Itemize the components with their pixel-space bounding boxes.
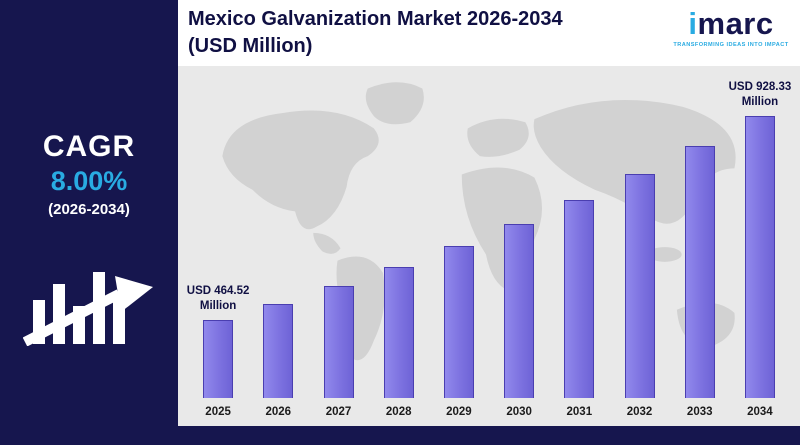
bar-2033 — [684, 146, 715, 398]
growth-chart-icon — [0, 240, 178, 351]
x-tick-2030: 2030 — [506, 406, 532, 418]
imarc-logo-tagline: TRANSFORMING IDEAS INTO IMPACT — [673, 42, 789, 48]
x-tick-2032: 2032 — [626, 406, 653, 418]
imarc-logo-i: i — [688, 6, 698, 41]
cagr-period: (2026-2034) — [48, 201, 130, 218]
bar-slot-2025: 2025 USD 464.52 Million — [186, 66, 250, 420]
chart-title-line2: (USD Million) — [188, 35, 313, 57]
x-tick-2031: 2031 — [566, 406, 593, 418]
footer-bar — [178, 426, 800, 445]
x-tick-2025: 2025 — [205, 406, 231, 418]
chart-title: Mexico Galvanization Market 2026-2034 (U… — [188, 6, 658, 60]
x-tick-2029: 2029 — [446, 406, 472, 418]
plot-area: 2025 USD 464.52 Million 2026 2027 2028 2029 203… — [178, 66, 800, 426]
x-tick-2027: 2027 — [325, 406, 352, 418]
bar-slot-2028: 2028 — [369, 66, 429, 420]
bars: 2025 USD 464.52 Million 2026 2027 2028 2029 203… — [186, 66, 792, 420]
chart-title-line1: Mexico Galvanization Market 2026-2034 — [188, 8, 563, 30]
imarc-logo-wordmark: imarc — [670, 8, 792, 39]
bar-2029 — [443, 246, 474, 398]
value-label-2034: USD 928.33 Million — [728, 81, 792, 109]
bar-2030 — [504, 224, 535, 398]
sidebar: CAGR 8.00% (2026-2034) — [0, 0, 178, 445]
bar-2028 — [383, 266, 414, 398]
bar-2025 — [203, 320, 234, 398]
bar-slot-2026: 2026 — [248, 66, 308, 420]
bar-slot-2034: 2034 USD 928.33 Million — [728, 66, 792, 420]
x-tick-2033: 2033 — [686, 406, 713, 418]
bar-slot-2033: 2033 — [670, 66, 730, 420]
cagr-label: CAGR — [42, 130, 136, 163]
bar-2026 — [263, 303, 294, 398]
imarc-logo-rest: marc — [697, 6, 774, 41]
value-label-2025: USD 464.52 Million — [186, 285, 250, 313]
imarc-logo: imarc TRANSFORMING IDEAS INTO IMPACT — [670, 8, 792, 48]
bar-2034 — [744, 116, 775, 398]
bar-slot-2027: 2027 — [308, 66, 368, 420]
bar-slot-2029: 2029 — [429, 66, 489, 420]
bar-2032 — [624, 174, 655, 398]
cagr-value: 8.00% — [50, 166, 128, 196]
bar-slot-2031: 2031 — [549, 66, 609, 420]
x-tick-2034: 2034 — [747, 406, 773, 418]
bar-2027 — [323, 286, 354, 398]
bar-2031 — [564, 200, 595, 398]
bar-slot-2030: 2030 — [489, 66, 549, 420]
x-tick-2026: 2026 — [265, 406, 292, 418]
x-tick-2028: 2028 — [385, 406, 412, 418]
bar-slot-2032: 2032 — [609, 66, 669, 420]
